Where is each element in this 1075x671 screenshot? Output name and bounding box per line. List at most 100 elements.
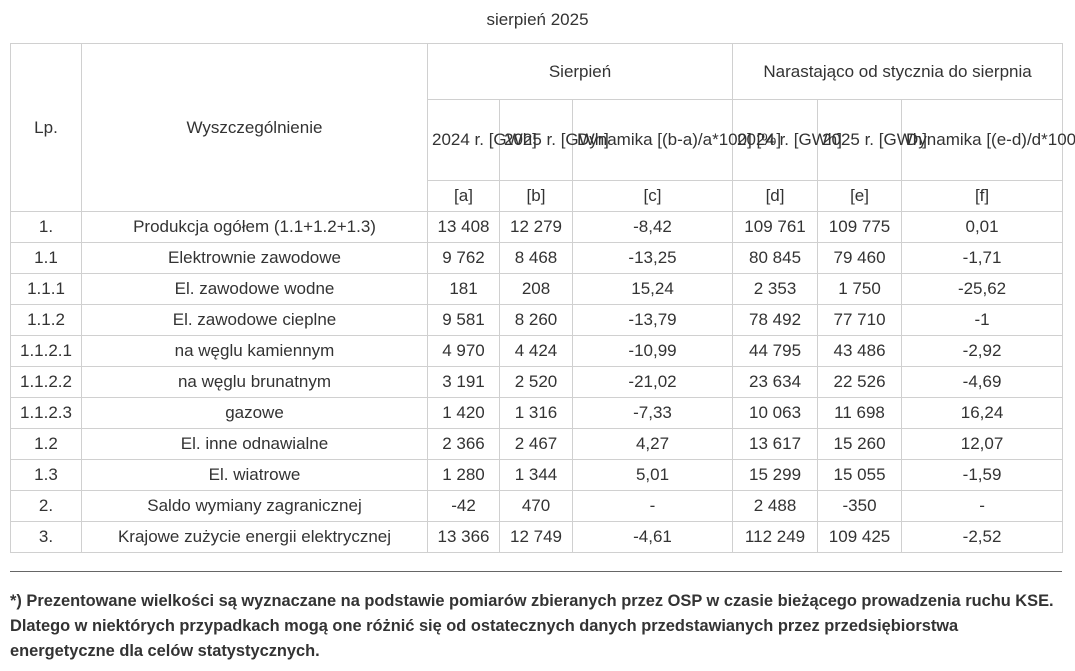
cell-c: -13,25: [571, 242, 734, 274]
cell-b: 208: [499, 273, 573, 305]
cell-a: 13 366: [427, 521, 500, 553]
cell-name: Produkcja ogółem (1.1+1.2+1.3): [81, 211, 428, 243]
cell-lp: 1.1.1: [10, 273, 82, 305]
energy-table: Lp. Wyszczególnienie Sierpień Narastając…: [10, 43, 1075, 553]
cell-e: 109 775: [817, 211, 903, 243]
cell-e: 79 460: [817, 242, 903, 274]
cell-d: 13 617: [732, 428, 819, 460]
cell-c: -8,42: [571, 211, 734, 243]
cell-b: 8 468: [499, 242, 573, 274]
cell-f: 0,01: [901, 211, 1064, 243]
cell-f: -2,52: [901, 521, 1064, 553]
header-col-e: 2025 r. [GWh]: [817, 99, 927, 181]
cell-c: -10,99: [571, 335, 734, 367]
cell-lp: 1.1.2.2: [10, 366, 82, 398]
cell-f: -4,69: [901, 366, 1064, 398]
cell-b: 1 344: [499, 459, 573, 491]
header-key-e: [e]: [817, 180, 903, 212]
cell-f: -1,59: [901, 459, 1064, 491]
cell-lp: 1.1: [10, 242, 82, 274]
cell-lp: 1.3: [10, 459, 82, 491]
header-wyszczegolnienie: Wyszczególnienie: [81, 43, 428, 212]
cell-c: 5,01: [571, 459, 734, 491]
cell-b: 12 279: [499, 211, 573, 243]
table-row: 1.1.2.2 na węglu brunatnym 3 191 2 520 -…: [10, 366, 1064, 398]
cell-f: -1: [901, 304, 1064, 336]
cell-lp: 1.1.2.1: [10, 335, 82, 367]
cell-c: 4,27: [571, 428, 734, 460]
header-col-b: 2025 r. [GWh]: [499, 99, 609, 181]
table-body: 1. Produkcja ogółem (1.1+1.2+1.3) 13 408…: [10, 211, 1064, 553]
header-key-a: [a]: [427, 180, 500, 212]
cell-a: 13 408: [427, 211, 500, 243]
cell-b: 1 316: [499, 397, 573, 429]
cell-d: 80 845: [732, 242, 819, 274]
cell-b: 2 467: [499, 428, 573, 460]
table-caption: sierpień 2025: [486, 10, 589, 29]
footnote-divider: [10, 571, 1062, 572]
table-row: 1.2 El. inne odnawialne 2 366 2 467 4,27…: [10, 428, 1064, 460]
table-row: 1.1.2.1 na węglu kamiennym 4 970 4 424 -…: [10, 335, 1064, 367]
cell-name: na węglu kamiennym: [81, 335, 428, 367]
cell-f: 16,24: [901, 397, 1064, 429]
cell-name: Saldo wymiany zagranicznej: [81, 490, 428, 522]
cell-a: 1 420: [427, 397, 500, 429]
cell-e: -350: [817, 490, 903, 522]
cell-f: -: [901, 490, 1064, 522]
cell-e: 109 425: [817, 521, 903, 553]
cell-c: -: [571, 490, 734, 522]
cell-e: 1 750: [817, 273, 903, 305]
cell-lp: 1.1.2.3: [10, 397, 82, 429]
cell-d: 2 488: [732, 490, 819, 522]
cell-d: 15 299: [732, 459, 819, 491]
cell-c: 15,24: [571, 273, 734, 305]
cell-e: 15 260: [817, 428, 903, 460]
cell-b: 470: [499, 490, 573, 522]
cell-d: 78 492: [732, 304, 819, 336]
cell-d: 109 761: [732, 211, 819, 243]
cell-b: 4 424: [499, 335, 573, 367]
header-group-sierpien: Sierpień: [426, 43, 734, 100]
cell-b: 12 749: [499, 521, 573, 553]
cell-c: -7,33: [571, 397, 734, 429]
cell-d: 10 063: [732, 397, 819, 429]
cell-name: gazowe: [81, 397, 428, 429]
cell-name: Krajowe zużycie energii elektrycznej: [81, 521, 428, 553]
table-row: 3. Krajowe zużycie energii elektrycznej …: [10, 521, 1064, 553]
cell-e: 11 698: [817, 397, 903, 429]
cell-a: 3 191: [427, 366, 500, 398]
header-key-d: [d]: [732, 180, 819, 212]
table-row: 1.1 Elektrownie zawodowe 9 762 8 468 -13…: [10, 242, 1064, 274]
header-col-d: 2024 r. [GWh]: [732, 99, 842, 181]
cell-f: -25,62: [901, 273, 1064, 305]
header-col-a: 2024 r. [GWh]: [427, 99, 537, 181]
cell-lp: 2.: [10, 490, 82, 522]
cell-e: 43 486: [817, 335, 903, 367]
cell-f: -1,71: [901, 242, 1064, 274]
cell-d: 112 249: [732, 521, 819, 553]
footnote: *) Prezentowane wielkości są wyznaczane …: [10, 592, 1054, 660]
cell-c: -21,02: [571, 366, 734, 398]
cell-a: -42: [427, 490, 500, 522]
cell-f: 12,07: [901, 428, 1064, 460]
table-row: 1.3 El. wiatrowe 1 280 1 344 5,01 15 299…: [10, 459, 1064, 491]
table-row: 1.1.1 El. zawodowe wodne 181 208 15,24 2…: [10, 273, 1064, 305]
cell-a: 181: [427, 273, 500, 305]
cell-name: El. zawodowe cieplne: [81, 304, 428, 336]
header-key-b: [b]: [499, 180, 573, 212]
cell-e: 77 710: [817, 304, 903, 336]
header-group-narastajaco: Narastająco od stycznia do sierpnia: [732, 43, 1064, 100]
cell-c: -4,61: [571, 521, 734, 553]
cell-a: 9 581: [427, 304, 500, 336]
cell-name: El. wiatrowe: [81, 459, 428, 491]
cell-name: El. inne odnawialne: [81, 428, 428, 460]
cell-a: 2 366: [427, 428, 500, 460]
cell-name: El. zawodowe wodne: [81, 273, 428, 305]
cell-lp: 1.2: [10, 428, 82, 460]
cell-b: 8 260: [499, 304, 573, 336]
header-key-f: [f]: [901, 180, 1064, 212]
cell-e: 15 055: [817, 459, 903, 491]
cell-c: -13,79: [571, 304, 734, 336]
cell-lp: 1.1.2: [10, 304, 82, 336]
cell-b: 2 520: [499, 366, 573, 398]
